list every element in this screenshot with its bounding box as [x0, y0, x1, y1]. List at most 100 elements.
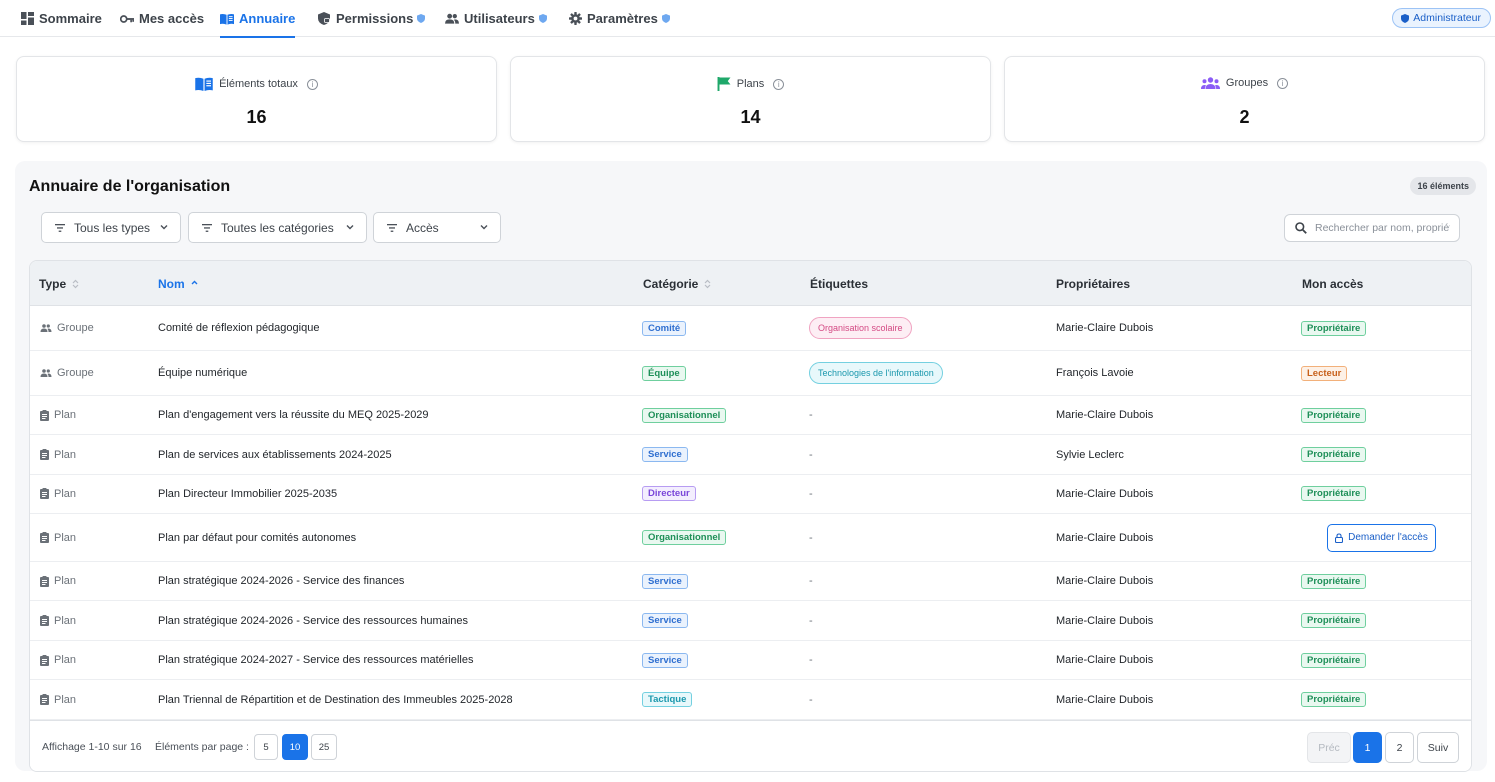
filter-label: Toutes les catégories: [221, 220, 334, 235]
table-row[interactable]: Groupe Équipe numérique Équipe Technologies…: [30, 351, 1471, 396]
nav-tab-utilisateurs[interactable]: Utilisateurs: [445, 0, 547, 37]
per-page-option-25[interactable]: 25: [311, 734, 337, 760]
access-cell: Propriétaire: [1301, 396, 1367, 434]
nav-tab-parametres[interactable]: Paramètres: [568, 0, 670, 37]
lock-icon: [1335, 532, 1344, 543]
name-cell[interactable]: Plan Triennal de Répartition et de Desti…: [158, 680, 513, 719]
table-row[interactable]: Plan Plan d'engagement vers la réussite d…: [30, 396, 1471, 435]
item-name[interactable]: Plan stratégique 2024-2026 - Service des…: [158, 614, 469, 627]
owner-name: Marie-Claire Dubois: [1056, 654, 1154, 666]
previous-page-button[interactable]: Préc: [1307, 732, 1351, 763]
column-header-name[interactable]: Nom: [158, 261, 198, 306]
filter-type-dropdown[interactable]: Tous les types: [41, 212, 181, 243]
stat-value: 14: [740, 107, 761, 127]
dashboard-icon: [20, 12, 34, 26]
name-cell[interactable]: Équipe numérique: [158, 351, 247, 395]
groups-icon: [1200, 77, 1220, 89]
search-input[interactable]: [1315, 222, 1450, 234]
access-cell: Propriétaire: [1301, 562, 1367, 600]
access-cell: Propriétaire: [1301, 474, 1367, 513]
item-name[interactable]: Plan stratégique 2024-2027 - Service des…: [158, 654, 474, 666]
table-row[interactable]: Groupe Comité de réflexion pédagogique Com…: [30, 306, 1471, 351]
name-cell[interactable]: Plan stratégique 2024-2026 - Service des…: [158, 562, 404, 600]
type-cell: Plan: [40, 562, 76, 600]
item-name[interactable]: Plan Triennal de Répartition et de Desti…: [158, 693, 513, 706]
filter-label: Tous les types: [74, 220, 151, 235]
name-cell[interactable]: Plan Directeur Immobilier 2025-2035: [158, 474, 337, 513]
chevron-down-icon: [346, 225, 354, 230]
label-pill[interactable]: Organisation scolaire: [809, 317, 912, 339]
item-name[interactable]: Plan stratégique 2024-2026 - Service des…: [158, 575, 405, 587]
table-row[interactable]: Plan Plan stratégique 2024-2026 - Service…: [30, 601, 1471, 641]
labels-cell: -: [809, 562, 813, 600]
category-cell: Équipe: [642, 351, 686, 395]
labels-cell: -: [809, 514, 813, 561]
item-name[interactable]: Plan de services aux établissements 2024…: [158, 448, 392, 461]
table-row[interactable]: Plan Plan Directeur Immobilier 2025-2035 D…: [30, 474, 1471, 514]
per-page-option-5[interactable]: 5: [254, 734, 278, 760]
filter-access-dropdown[interactable]: Accès: [373, 212, 501, 243]
empty-label: -: [809, 409, 813, 421]
nav-tab-permissions[interactable]: Permissions: [317, 0, 426, 37]
owner-cell: Marie-Claire Dubois: [1056, 680, 1153, 719]
book-icon: [220, 12, 234, 26]
nav-tab-mes-acces[interactable]: Mes accès: [120, 0, 204, 37]
stat-card-groups: Groupes i 2: [1004, 56, 1485, 142]
users-icon: [445, 12, 459, 26]
nav-tab-label: Paramètres: [587, 11, 658, 26]
item-name[interactable]: Plan d'engagement vers la réussite du ME…: [158, 409, 429, 421]
table-row[interactable]: Plan Plan stratégique 2024-2027 - Service…: [30, 641, 1471, 680]
labels-cell: Organisation scolaire: [809, 306, 912, 350]
per-page-option-10[interactable]: 10: [282, 734, 308, 760]
info-icon[interactable]: i: [773, 78, 785, 90]
page-button-2[interactable]: 2: [1385, 732, 1414, 763]
owner-name: Sylvie Leclerc: [1056, 448, 1124, 461]
label-pill[interactable]: Technologies de l'information: [809, 362, 943, 384]
name-cell[interactable]: Plan stratégique 2024-2027 - Service des…: [158, 641, 474, 679]
empty-label: -: [809, 487, 813, 500]
clipboard-icon: [40, 615, 49, 626]
owner-name: Marie-Claire Dubois: [1056, 531, 1154, 544]
category-badge: Service: [642, 447, 688, 462]
nav-tab-label: Mes accès: [139, 11, 205, 26]
name-cell[interactable]: Plan stratégique 2024-2026 - Service des…: [158, 601, 468, 640]
stat-label: Groupes: [1225, 77, 1269, 89]
table-row[interactable]: Plan Plan de services aux établissements …: [30, 435, 1471, 475]
info-icon[interactable]: i: [1277, 77, 1289, 89]
access-cell: Propriétaire: [1301, 641, 1367, 679]
item-name[interactable]: Plan Directeur Immobilier 2025-2035: [158, 487, 338, 500]
empty-label: -: [809, 531, 813, 544]
category-badge: Organisationnel: [642, 530, 727, 545]
name-cell[interactable]: Plan d'engagement vers la réussite du ME…: [158, 396, 429, 434]
gear-icon: [568, 12, 582, 26]
stat-card-header: Plans i: [511, 77, 990, 91]
item-name[interactable]: Équipe numérique: [158, 367, 248, 379]
owner-cell: Marie-Claire Dubois: [1056, 641, 1153, 679]
table-row[interactable]: Plan Plan stratégique 2024-2026 - Service…: [30, 562, 1471, 601]
role-badge[interactable]: Administrateur: [1392, 8, 1491, 28]
name-cell[interactable]: Plan par défaut pour comités autonomes: [158, 514, 356, 561]
column-header-labels: Étiquettes: [810, 261, 868, 306]
request-access-button[interactable]: Demander l'accès: [1327, 523, 1436, 552]
book-icon: [195, 77, 213, 91]
item-name[interactable]: Comité de réflexion pédagogique: [158, 322, 320, 334]
column-header-type[interactable]: Type: [39, 261, 79, 306]
table-row[interactable]: Plan Plan Triennal de Répartition et de D…: [30, 680, 1471, 720]
next-page-button[interactable]: Suiv: [1417, 732, 1459, 763]
category-cell: Comité: [642, 306, 687, 350]
search-box[interactable]: [1284, 214, 1460, 242]
type-cell: Plan: [40, 396, 76, 434]
nav-tab-annuaire[interactable]: Annuaire: [220, 0, 296, 38]
table-header: Type Nom Catégorie Étiquettes Propriétai…: [30, 261, 1471, 306]
nav-tab-sommaire[interactable]: Sommaire: [20, 0, 102, 37]
page-button-1[interactable]: 1: [1353, 732, 1382, 763]
column-header-category[interactable]: Catégorie: [643, 261, 711, 306]
name-cell[interactable]: Comité de réflexion pédagogique: [158, 306, 319, 350]
filter-category-dropdown[interactable]: Toutes les catégories: [188, 212, 367, 243]
category-badge: Comité: [642, 320, 687, 336]
info-icon[interactable]: i: [306, 78, 318, 90]
item-name[interactable]: Plan par défaut pour comités autonomes: [158, 531, 357, 544]
name-cell[interactable]: Plan de services aux établissements 2024…: [158, 435, 392, 474]
search-icon: [1295, 222, 1307, 234]
table-row[interactable]: Plan Plan par défaut pour comités autonom…: [30, 514, 1471, 562]
